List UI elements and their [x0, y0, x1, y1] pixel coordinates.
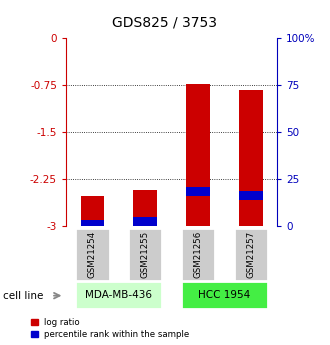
Text: GSM21257: GSM21257: [246, 231, 255, 278]
Bar: [75, 281, 162, 309]
Bar: [133, 190, 157, 226]
Bar: [239, 191, 263, 200]
Text: GSM21255: GSM21255: [141, 231, 150, 278]
Legend: log ratio, percentile rank within the sample: log ratio, percentile rank within the sa…: [31, 318, 190, 339]
Bar: [234, 228, 268, 281]
Bar: [181, 228, 215, 281]
Bar: [81, 196, 104, 226]
Bar: [75, 228, 110, 281]
Bar: [81, 220, 104, 226]
Text: GSM21254: GSM21254: [88, 231, 97, 278]
Bar: [186, 187, 210, 196]
Bar: [181, 281, 268, 309]
Text: GDS825 / 3753: GDS825 / 3753: [113, 16, 217, 30]
Text: HCC 1954: HCC 1954: [198, 290, 250, 300]
Text: cell line: cell line: [3, 291, 44, 300]
Text: GSM21256: GSM21256: [193, 231, 203, 278]
Bar: [186, 84, 210, 226]
Text: MDA-MB-436: MDA-MB-436: [85, 290, 152, 300]
Bar: [128, 228, 162, 281]
Bar: [239, 90, 263, 226]
Bar: [133, 217, 157, 226]
